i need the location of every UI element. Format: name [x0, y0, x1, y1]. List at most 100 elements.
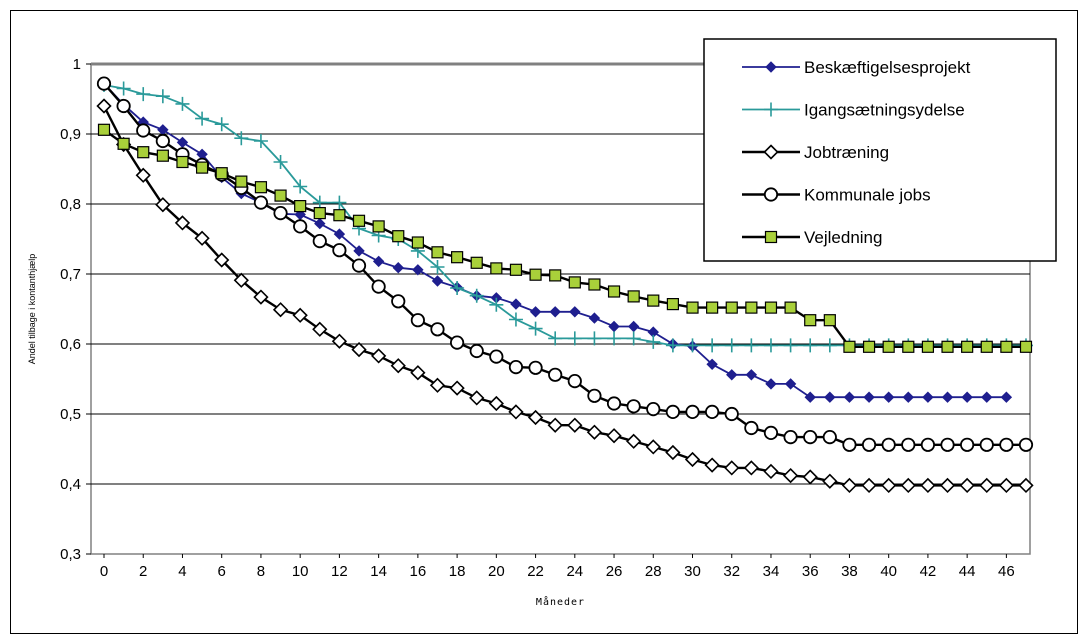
data-point [763, 425, 779, 440]
series-layer [96, 76, 1034, 494]
data-point [804, 391, 816, 403]
data-point [528, 360, 543, 375]
data-point [156, 149, 169, 162]
data-point [253, 134, 268, 148]
x-tick-label: 4 [178, 563, 186, 580]
data-point [568, 276, 581, 289]
data-point [371, 279, 386, 294]
data-point [824, 391, 836, 403]
data-point [607, 331, 622, 346]
data-point [529, 306, 542, 318]
y-tick-label: 0,9 [60, 126, 81, 143]
data-point [333, 209, 346, 222]
data-point [272, 302, 289, 318]
data-point [724, 460, 740, 476]
data-point [726, 369, 738, 381]
legend-label: Igangsætningsydelse [804, 101, 965, 120]
data-point [724, 338, 739, 353]
data-point [549, 306, 561, 318]
data-point [881, 477, 897, 494]
data-point [392, 230, 405, 243]
data-point [254, 181, 268, 194]
data-point [782, 467, 799, 484]
data-point [939, 477, 956, 494]
y-tick-labels: 0,3 0,4 0,5 0,6 0,7 0,8 0,9 1 [60, 56, 91, 563]
data-point [195, 161, 209, 174]
data-point [567, 417, 583, 433]
data-point [392, 261, 404, 274]
x-tick-label: 8 [257, 563, 265, 580]
data-point [136, 87, 151, 102]
data-point [508, 359, 524, 375]
data-point [430, 260, 445, 274]
x-tick-label: 46 [998, 563, 1015, 580]
data-point [922, 391, 934, 403]
data-point [959, 477, 975, 494]
data-point [960, 437, 975, 452]
legend: Beskæftigelsesprojekt Igangsætningsydelse… [703, 38, 1057, 262]
data-point [665, 404, 680, 419]
data-point [450, 335, 465, 350]
data-point [449, 380, 465, 396]
data-point [802, 469, 818, 485]
data-point [645, 439, 661, 455]
x-tick-label: 18 [449, 563, 466, 580]
data-point [725, 301, 738, 314]
data-point [312, 234, 327, 249]
data-point [745, 301, 758, 314]
data-point [1018, 477, 1034, 494]
data-point [412, 264, 424, 276]
data-point [292, 307, 308, 323]
data-point [214, 252, 230, 268]
data-point [372, 220, 385, 233]
data-point [488, 395, 504, 412]
data-point [233, 272, 249, 288]
data-point [353, 245, 365, 257]
y-tick-label: 0,4 [60, 476, 81, 493]
chart-svg: 0,30,40,50,60,70,80,91 0 2 4 6 8 10 12 14 16 18 20… [27, 38, 1057, 608]
data-point [508, 404, 524, 420]
data-point [314, 217, 326, 230]
data-point [803, 338, 818, 353]
data-point [705, 404, 720, 419]
legend-swatch-marker [763, 144, 779, 160]
data-point [784, 378, 797, 390]
data-point [882, 391, 895, 403]
data-point [469, 343, 484, 359]
data-point [155, 197, 171, 213]
data-point [882, 340, 895, 353]
data-point [390, 358, 406, 374]
data-point [96, 98, 112, 114]
data-point [293, 219, 308, 234]
data-point [980, 340, 993, 353]
data-point [313, 207, 326, 220]
data-point [1019, 340, 1033, 353]
data-point [961, 391, 973, 403]
legend-label: Jobtræning [804, 143, 889, 162]
x-tick-label: 38 [841, 563, 858, 580]
x-tick-label: 6 [218, 563, 226, 580]
legend-entry: Vejledning [742, 228, 882, 247]
data-point [469, 390, 485, 406]
data-point [569, 306, 581, 318]
x-tick-label: 44 [959, 563, 976, 580]
data-point [606, 428, 622, 444]
x-tick-label: 42 [920, 563, 937, 580]
data-point [626, 331, 641, 346]
data-point [155, 133, 170, 149]
data-point [527, 409, 544, 426]
legend-swatch-marker [764, 230, 778, 244]
data-point [743, 460, 759, 476]
legend-box [703, 38, 1057, 262]
data-point [863, 391, 875, 403]
data-point [626, 399, 641, 414]
data-point [273, 155, 288, 169]
data-point [941, 340, 954, 353]
data-point [155, 89, 170, 104]
data-point [490, 262, 503, 275]
data-point [293, 179, 308, 194]
data-point [97, 123, 111, 136]
data-point [510, 298, 522, 310]
data-point [588, 278, 601, 291]
data-point [902, 340, 915, 353]
